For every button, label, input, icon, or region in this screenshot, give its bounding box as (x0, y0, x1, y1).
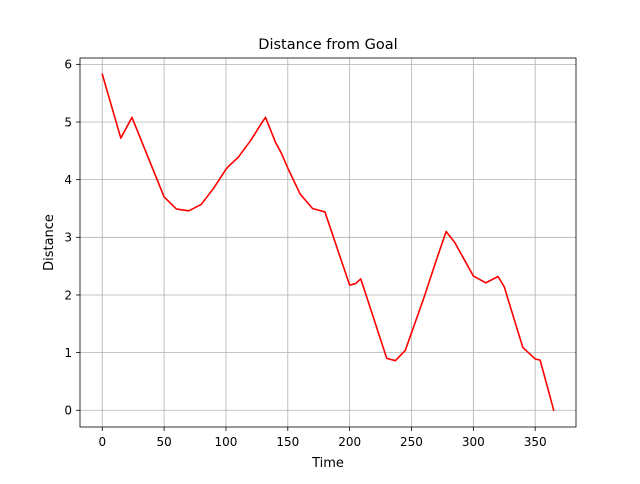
axes-frame (79, 57, 577, 428)
y-tick-label: 2 (64, 288, 72, 302)
y-tick-label: 1 (64, 346, 72, 360)
y-tick-label: 5 (64, 115, 72, 129)
x-tick-label: 50 (156, 435, 171, 449)
y-axis-label: Distance (42, 214, 57, 271)
y-tick-label: 4 (64, 173, 72, 187)
x-tick-label: 150 (276, 435, 299, 449)
distance-series-line (101, 73, 555, 412)
x-tick-label: 200 (338, 435, 361, 449)
chart-title: Distance from Goal (258, 37, 397, 53)
x-tick-label: 250 (400, 435, 423, 449)
x-tick-label: 350 (524, 435, 547, 449)
x-tick-label: 100 (215, 435, 238, 449)
y-tick-label: 6 (64, 58, 72, 72)
x-axis-label: Time (311, 456, 344, 471)
x-tick-label: 0 (98, 435, 106, 449)
y-tick-label: 3 (64, 231, 72, 245)
x-tick-label: 300 (462, 435, 485, 449)
y-tick-label: 0 (64, 404, 72, 418)
